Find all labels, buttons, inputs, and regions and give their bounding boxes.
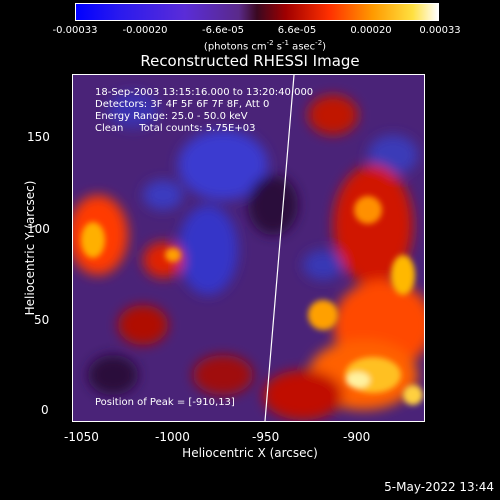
y-tick-label: 50 bbox=[34, 313, 50, 327]
y-tick-label: 100 bbox=[27, 222, 50, 236]
colorbar-tick-label: 0.00020 bbox=[350, 25, 392, 36]
plot-title: Reconstructed RHESSI Image bbox=[140, 52, 360, 70]
colorbar-gradient bbox=[76, 4, 438, 20]
x-axis-label: Heliocentric X (arcsec) bbox=[182, 446, 318, 460]
rhessi-image: 18-Sep-2003 13:15:16.000 to 13:20:40.000… bbox=[72, 74, 425, 422]
solar-limb-line bbox=[264, 75, 295, 421]
colorbar-tick-label: 6.6e-05 bbox=[277, 25, 317, 36]
peak-position: Position of Peak = [-910,13] bbox=[95, 397, 235, 408]
y-axis-label: Heliocentric Y (arcsec) bbox=[23, 180, 37, 316]
y-tick-label: 0 bbox=[41, 403, 49, 417]
rhessi-image-pixels bbox=[73, 75, 424, 421]
x-tick-label: -900 bbox=[343, 430, 371, 444]
colorbar-tick-label: -0.00020 bbox=[122, 25, 168, 36]
x-tick-label: -950 bbox=[252, 430, 280, 444]
colorbar-tick-label: 0.00033 bbox=[419, 25, 461, 36]
colorbar-units: (photons cm-2 s-1 asec-2) bbox=[203, 39, 327, 53]
colorbar-tick-label: -6.6e-05 bbox=[202, 25, 244, 36]
x-tick-label: -1050 bbox=[64, 430, 99, 444]
y-tick-label: 150 bbox=[27, 130, 50, 144]
timestamp-footer: 5-May-2022 13:44 bbox=[384, 480, 494, 494]
observation-info: 18-Sep-2003 13:15:16.000 to 13:20:40.000… bbox=[95, 87, 314, 134]
x-tick-label: -1000 bbox=[155, 430, 190, 444]
colorbar-tick-label: -0.00033 bbox=[52, 25, 98, 36]
colorbar bbox=[75, 3, 439, 21]
